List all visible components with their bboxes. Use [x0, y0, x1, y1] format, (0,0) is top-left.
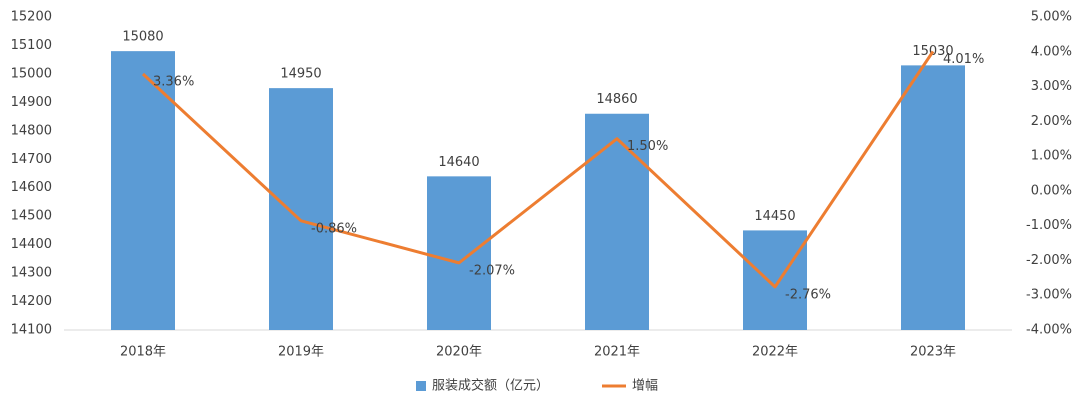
y-tick-label: 14100: [11, 323, 52, 338]
y-tick-label: 15100: [11, 38, 52, 53]
y2-tick-label: 2.00%: [1031, 114, 1072, 129]
bar-value-label: 15030: [912, 44, 953, 59]
bar-value-label: 14450: [754, 209, 795, 224]
line-value-label: 1.50%: [627, 139, 668, 154]
bar: [585, 113, 649, 330]
y2-tick-label: 4.00%: [1031, 44, 1072, 59]
x-tick-label: 2022年: [752, 345, 798, 360]
y2-tick-label: -4.00%: [1026, 323, 1072, 338]
y-tick-label: 14300: [11, 266, 52, 281]
bar-value-label: 15080: [122, 30, 163, 45]
line-value-label: 3.36%: [153, 75, 194, 90]
bar-value-label: 14860: [596, 92, 637, 107]
line-value-label: -2.07%: [469, 263, 515, 278]
y2-tick-label: 3.00%: [1031, 79, 1072, 94]
y-tick-label: 14500: [11, 209, 52, 224]
bar: [427, 176, 491, 330]
line-value-label: -0.86%: [311, 221, 357, 236]
y2-tick-label: -3.00%: [1026, 288, 1072, 303]
bar-value-label: 14950: [280, 67, 321, 82]
y2-tick-label: -1.00%: [1026, 218, 1072, 233]
y-tick-label: 14600: [11, 180, 52, 195]
bar-value-label: 14640: [438, 155, 479, 170]
bar: [901, 65, 965, 330]
x-tick-label: 2019年: [278, 345, 324, 360]
y-tick-label: 14700: [11, 152, 52, 167]
y2-tick-label: 5.00%: [1031, 10, 1072, 25]
x-tick-label: 2018年: [120, 345, 166, 360]
line-value-label: 4.01%: [943, 52, 984, 67]
y2-tick-label: -2.00%: [1026, 253, 1072, 268]
line-value-label: -2.76%: [785, 287, 831, 302]
y-tick-label: 14800: [11, 123, 52, 138]
legend-label: 服装成交额（亿元）: [432, 378, 549, 394]
y-tick-label: 15200: [11, 10, 52, 25]
bar: [743, 230, 807, 330]
y2-tick-label: 1.00%: [1031, 149, 1072, 164]
y-tick-label: 14900: [11, 95, 52, 110]
x-tick-label: 2020年: [436, 345, 482, 360]
y-tick-label: 14200: [11, 294, 52, 309]
legend-label: 增幅: [632, 379, 658, 394]
y2-tick-label: 0.00%: [1031, 183, 1072, 198]
x-tick-label: 2021年: [594, 345, 640, 360]
x-tick-label: 2023年: [910, 345, 956, 360]
y-tick-label: 14400: [11, 237, 52, 252]
legend-swatch: [416, 381, 426, 391]
line: [141, 50, 935, 289]
bar: [111, 51, 175, 331]
bar: [269, 88, 333, 331]
y-tick-label: 15000: [11, 66, 52, 81]
